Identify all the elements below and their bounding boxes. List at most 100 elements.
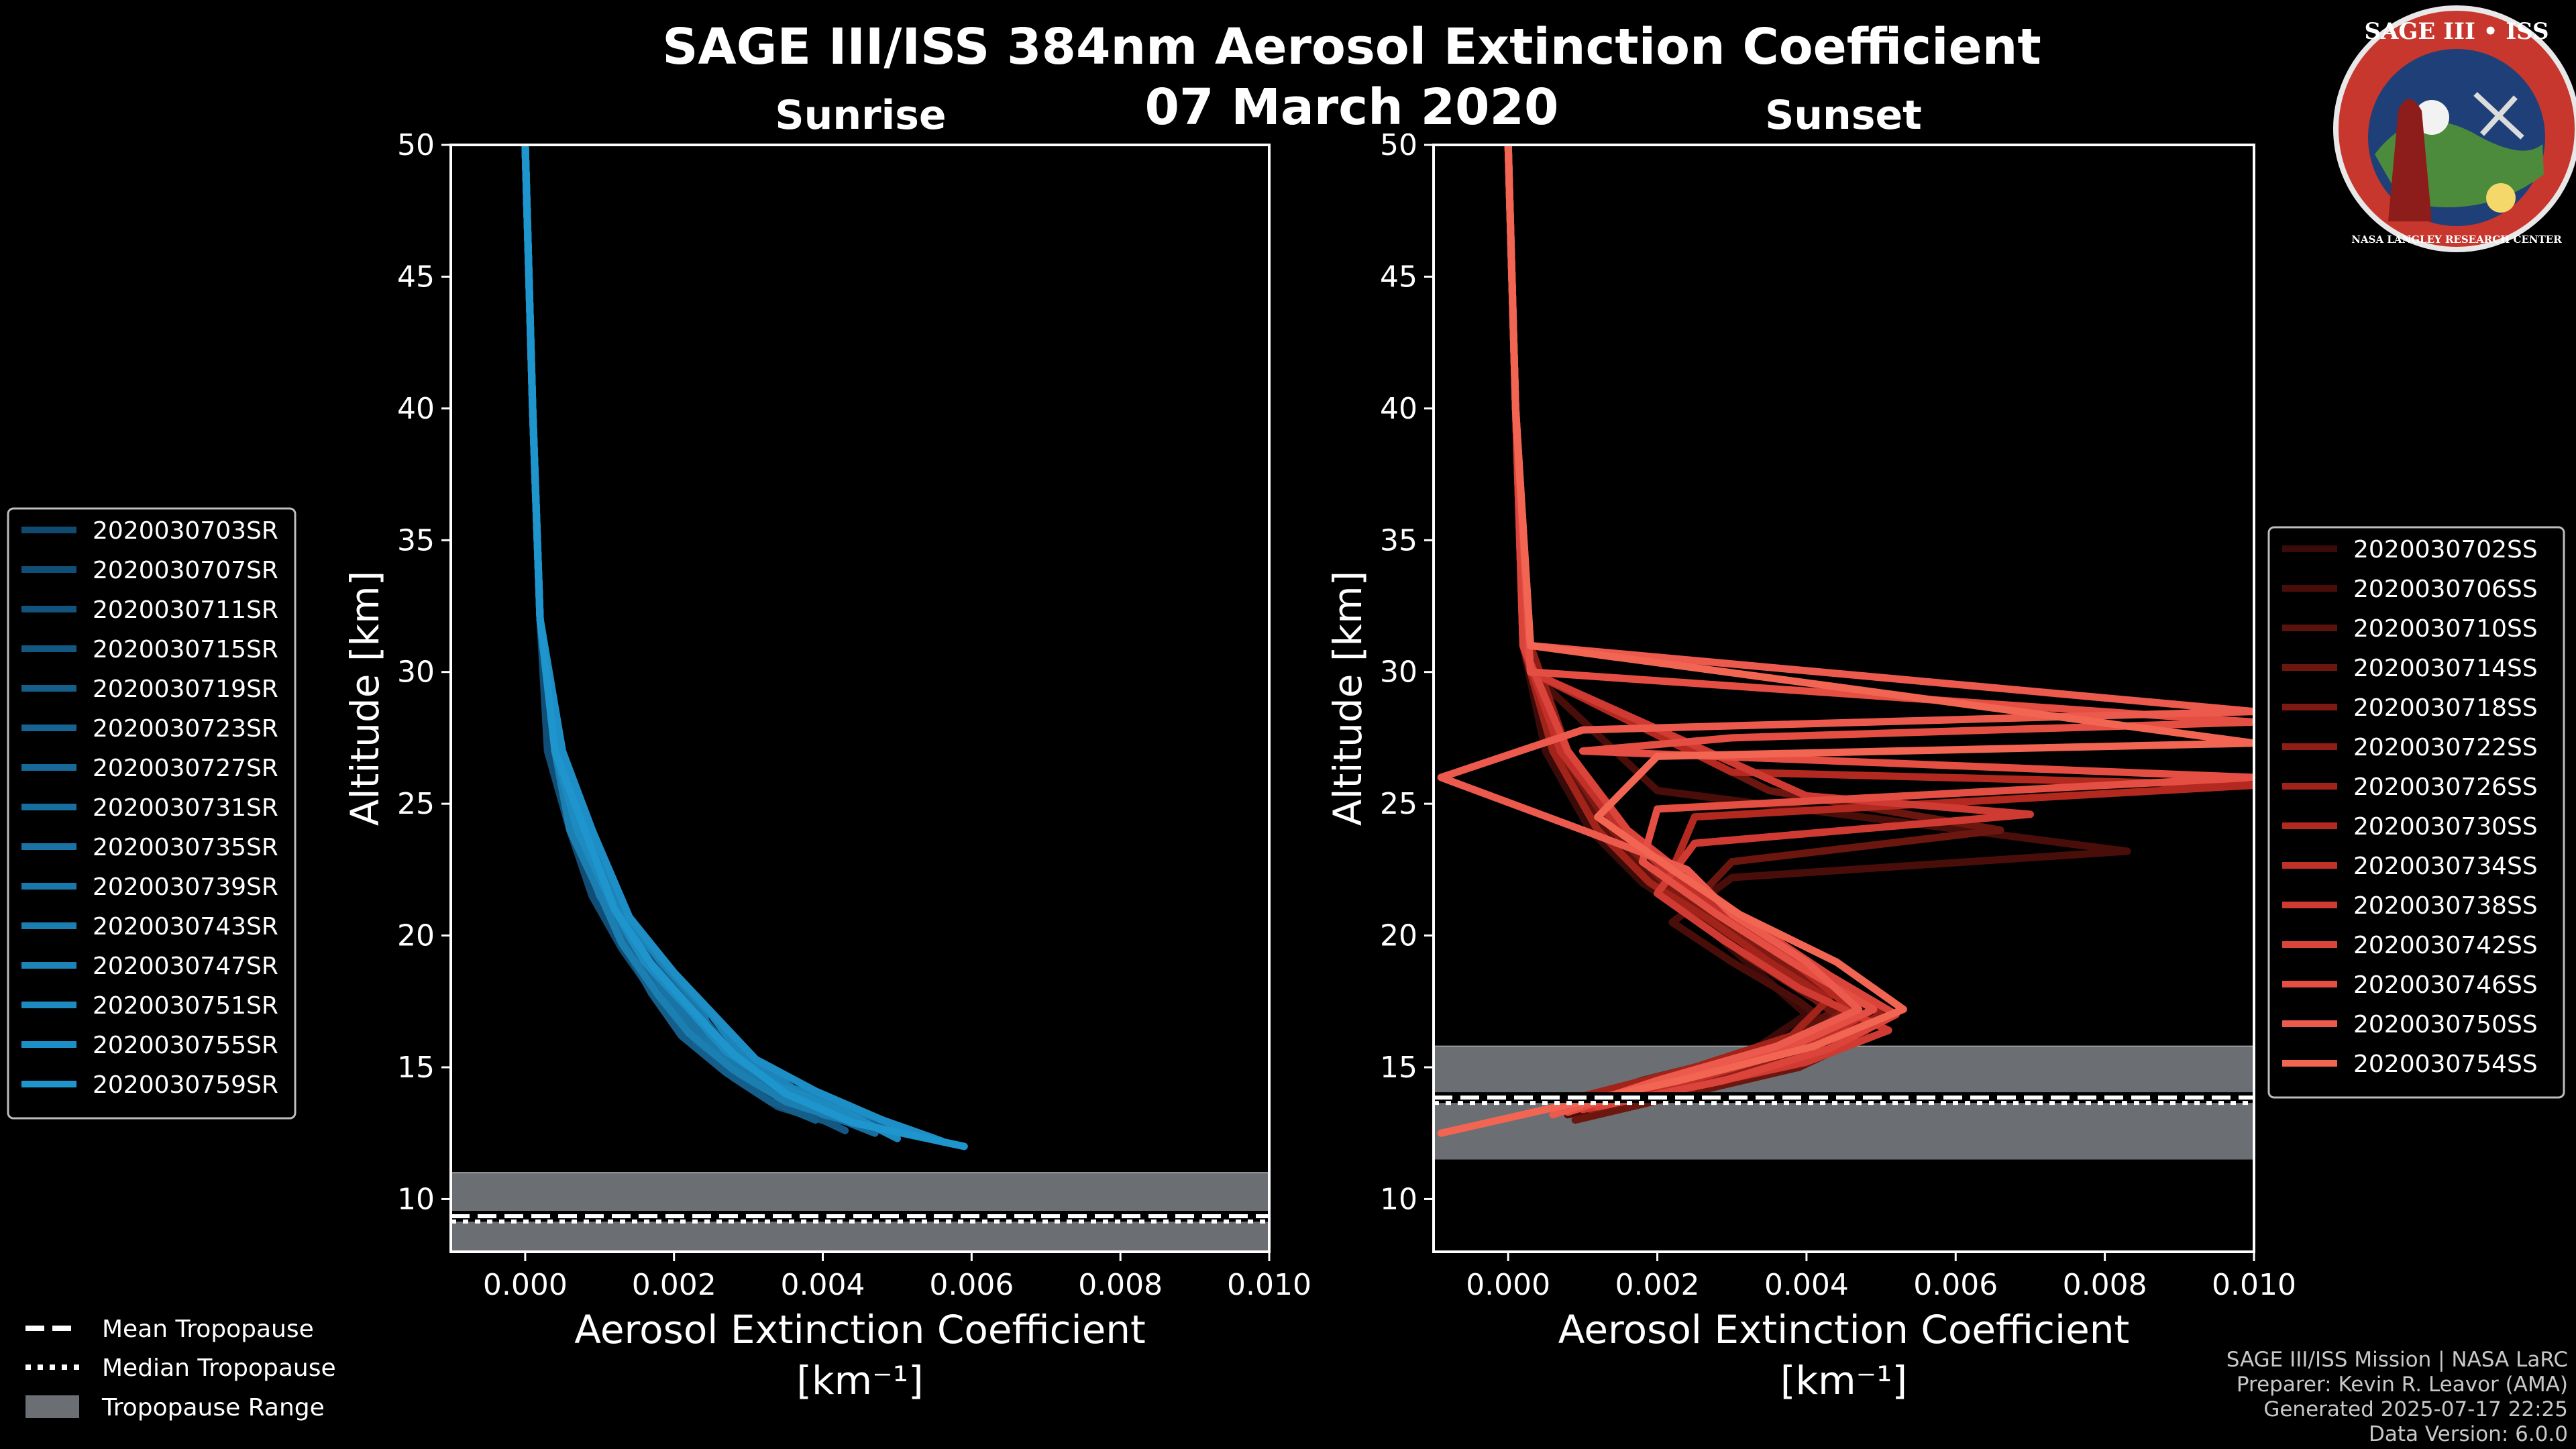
legend-entry-2020030751SR: 2020030751SR [93, 992, 278, 1020]
logo-sun-icon [2486, 183, 2516, 213]
logo-figure-icon [2388, 99, 2432, 221]
x-axis-unit: [km⁻¹] [1780, 1358, 1907, 1403]
legend-entry-2020030746SS: 2020030746SS [2353, 971, 2538, 999]
series-line-2020030750SS [1437, 145, 2254, 1119]
series-lines [1437, 145, 2254, 1137]
y-tick-label: 15 [1380, 1051, 1417, 1085]
legend-entry-2020030743SR: 2020030743SR [93, 913, 278, 941]
footer-preparer: Preparer: Kevin R. Leavor (AMA) [2237, 1373, 2568, 1397]
x-axis-label: Aerosol Extinction Coefficient [574, 1307, 1146, 1352]
x-axis-label: Aerosol Extinction Coefficient [1558, 1307, 2130, 1352]
sunrise-panel-title: Sunrise [775, 92, 946, 139]
legend-frame [7, 507, 297, 1120]
footer-data-version: Data Version: 6.0.0 [2369, 1422, 2568, 1446]
legend-entry-2020030707SR: 2020030707SR [93, 557, 278, 584]
series-line-2020030759SR [521, 145, 968, 1150]
legend-entry-2020030710SS: 2020030710SS [2353, 615, 2538, 643]
legend-entry-2020030706SS: 2020030706SS [2353, 576, 2538, 603]
y-tick-label: 30 [397, 655, 435, 690]
legend-entry-2020030726SS: 2020030726SS [2353, 773, 2538, 801]
legend-entry-2020030750SS: 2020030750SS [2353, 1011, 2538, 1038]
series-lines [521, 145, 968, 1150]
legend-entry-2020030727SR: 2020030727SR [93, 755, 278, 782]
plot-frame [1432, 144, 2255, 1253]
y-tick-label: 15 [397, 1051, 435, 1085]
y-tick-label: 40 [397, 392, 435, 426]
x-tick-label: 0.006 [929, 1268, 1014, 1302]
y-tick-label: 50 [397, 128, 435, 162]
y-tick-label: 25 [397, 787, 435, 821]
x-tick-label: 0.010 [1227, 1268, 1311, 1302]
sunrise-legend: 2020030703SR 2020030707SR 2020030711SR 2020… [7, 507, 297, 1120]
y-tick-label: 50 [1380, 128, 1417, 162]
y-tick-label: 45 [397, 260, 435, 294]
x-tick-label: 0.002 [632, 1268, 716, 1302]
series-line-2020030746SS [1504, 145, 2254, 1116]
footer-credits: SAGE III/ISS Mission | NASA LaRC Prepare… [2226, 1348, 2568, 1446]
legend-entry-2020030711SR: 2020030711SR [93, 596, 278, 624]
tropopause-legend: Mean Tropopause Median Tropopause Tropop… [25, 1316, 336, 1421]
legend-entry-2020030759SR: 2020030759SR [93, 1071, 278, 1099]
legend-entry-2020030719SR: 2020030719SR [93, 676, 278, 703]
x-tick-label: 0.000 [1466, 1268, 1550, 1302]
x-tick-label: 0.004 [1764, 1268, 1849, 1302]
legend-entry-2020030747SR: 2020030747SR [93, 953, 278, 980]
x-tick-label: 0.008 [2063, 1268, 2147, 1302]
plot-frame [449, 144, 1271, 1253]
legend-entry-2020030723SR: 2020030723SR [93, 715, 278, 743]
logo-title: SAGE III • ISS [2364, 18, 2548, 45]
legend-entry-2020030731SR: 2020030731SR [93, 794, 278, 822]
legend-entry-2020030722SS: 2020030722SS [2353, 734, 2538, 761]
footer-mission: SAGE III/ISS Mission | NASA LaRC [2226, 1348, 2568, 1372]
legend-frame [2267, 526, 2565, 1099]
y-tick-label: 35 [1380, 523, 1417, 557]
sunset-panel-title: Sunset [1765, 92, 1922, 139]
y-tick-label: 45 [1380, 260, 1417, 294]
legend-entry-2020030703SR: 2020030703SR [93, 517, 278, 545]
y-tick-label: 10 [1380, 1182, 1417, 1216]
legend-entry-2020030714SS: 2020030714SS [2353, 655, 2538, 682]
legend-entry-2020030702SS: 2020030702SS [2353, 536, 2538, 564]
legend-entry-2020030739SR: 2020030739SR [93, 873, 278, 901]
series-line-2020030754SS [1437, 145, 2254, 1137]
x-tick-label: 0.000 [483, 1268, 568, 1302]
legend-entry-2020030730SS: 2020030730SS [2353, 813, 2538, 841]
legend-entry-2020030735SR: 2020030735SR [93, 834, 278, 861]
sunrise-panel: 10 15 20 25 30 35 40 45 50 0.000 0.002 0.004 0.006 0.… [342, 128, 1311, 1403]
legend-entry-2020030715SR: 2020030715SR [93, 636, 278, 663]
x-tick-label: 0.006 [1913, 1268, 1998, 1302]
tropopause-range-label: Tropopause Range [101, 1394, 325, 1421]
figure-title: SAGE III/ISS 384nm Aerosol Extinction Co… [662, 18, 2041, 76]
x-tick-label: 0.002 [1615, 1268, 1700, 1302]
y-tick-label: 40 [1380, 392, 1417, 426]
logo-ring-text: NASA LANGLEY RESEARCH CENTER [2351, 233, 2562, 246]
x-tick-label: 0.010 [2212, 1268, 2296, 1302]
y-tick-label: 35 [397, 523, 435, 557]
y-tick-label: 25 [1380, 787, 1417, 821]
x-axis-unit: [km⁻¹] [796, 1358, 923, 1403]
y-tick-label: 20 [397, 919, 435, 953]
y-axis-label: Altitude [km] [1325, 571, 1371, 826]
legend-entry-2020030734SS: 2020030734SS [2353, 853, 2538, 880]
y-tick-label: 30 [1380, 655, 1417, 690]
y-tick-label: 10 [397, 1182, 435, 1216]
y-tick-label: 20 [1380, 919, 1417, 953]
legend-entry-2020030742SS: 2020030742SS [2353, 932, 2538, 959]
logo-iss-panel-icon [2480, 95, 2518, 136]
legend-entry-2020030754SS: 2020030754SS [2353, 1051, 2538, 1078]
sage-iii-iss-logo: SAGE III • ISS NASA LANGLEY RESEARCH CEN… [2333, 5, 2576, 252]
sunset-legend: 2020030702SS 2020030706SS 2020030710SS 2020… [2267, 526, 2565, 1099]
tropopause-range-swatch [25, 1395, 79, 1418]
sunset-panel: 10 15 20 25 30 35 40 45 50 0.000 0.002 0.004 0.006 0.… [1325, 128, 2296, 1403]
legend-entry-2020030755SR: 2020030755SR [93, 1032, 278, 1059]
y-axis-label: Altitude [km] [342, 571, 388, 826]
x-tick-label: 0.008 [1078, 1268, 1163, 1302]
median-tropopause-label: Median Tropopause [102, 1354, 336, 1382]
mean-tropopause-label: Mean Tropopause [102, 1316, 314, 1343]
x-tick-label: 0.004 [781, 1268, 865, 1302]
footer-generated: Generated 2025-07-17 22:25 [2263, 1397, 2568, 1421]
legend-entry-2020030718SS: 2020030718SS [2353, 694, 2538, 722]
legend-entry-2020030738SS: 2020030738SS [2353, 892, 2538, 920]
figure-date: 07 March 2020 [1144, 78, 1558, 136]
